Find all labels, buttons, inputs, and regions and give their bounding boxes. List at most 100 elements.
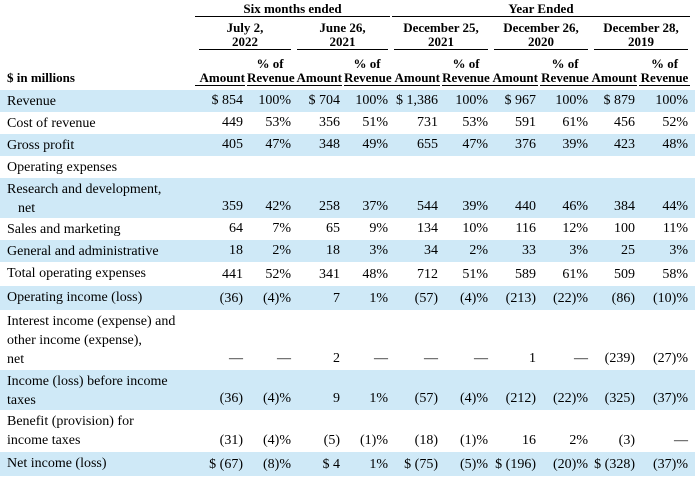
row-label: Sales and marketing [7,222,121,237]
column-header: % of [256,56,284,71]
cell-value: $ 967 [504,93,537,108]
cell-value: 65 [326,221,340,236]
column-header: % of [452,56,480,71]
period-header: December 25, [403,20,479,35]
cell-value: 456 [614,115,635,130]
row-label: net [18,201,36,216]
cell-value: 100% [455,93,488,108]
cell-value: (27)% [653,351,688,366]
row-label: Cost of revenue [7,116,96,131]
cell-value: 3% [569,243,588,258]
cell-value: (212) [505,391,536,406]
cell-value: (4)% [460,391,488,406]
row-label: Income (loss) before income [7,374,168,389]
cell-value: $ 704 [308,93,341,108]
cell-value: 100% [355,93,388,108]
cell-value: 341 [319,267,340,282]
cell-value: 1 [529,351,536,366]
column-header: Amount [195,71,245,86]
cell-value: 2% [469,243,488,258]
row-background [0,134,695,156]
cell-value: 7% [272,221,291,236]
cell-value: (4)% [263,391,291,406]
cell-value: 359 [222,199,243,214]
cell-value: 37% [362,199,388,214]
cell-value: (325) [604,391,635,406]
cell-value: 16 [522,433,536,448]
cell-value: (4)% [460,291,488,306]
row-label: Operating expenses [7,160,118,175]
cell-value: — [424,351,438,366]
period-header: December 28, [603,20,679,35]
cell-value: 51% [362,115,388,130]
row-background [0,90,695,112]
cell-value: 655 [417,137,438,152]
cell-value: (22)% [553,291,588,306]
cell-value: (5) [323,433,340,448]
cell-value: (20)% [553,457,588,472]
cell-value: — [374,351,388,366]
row-background [0,452,695,476]
cell-value: 47% [462,137,488,152]
row-label: General and administrative [7,244,159,259]
column-header: % of [353,56,381,71]
cell-value: $ (67) [209,457,243,472]
cell-value: 53% [265,115,291,130]
cell-value: (57) [414,291,438,306]
period-header: July 2, [226,20,264,35]
cell-value: 34 [424,243,438,258]
cell-value: (37)% [653,391,688,406]
cell-value: (1)% [360,433,388,448]
cell-value: 1% [369,391,388,406]
row-label: Operating income (loss) [7,290,143,305]
cell-value: (239) [604,351,635,366]
cell-value: 47% [265,137,291,152]
period-header: December 26, [503,20,579,35]
cell-value: — [674,433,688,448]
cell-value: $ (328) [594,457,635,472]
column-header: Amount [293,71,342,86]
cell-value: 33 [522,243,536,258]
cell-value: 2% [569,433,588,448]
cell-value: (36) [219,291,243,306]
cell-value: 731 [417,115,438,130]
cell-value: (213) [505,291,536,306]
cell-value: 3% [369,243,388,258]
row-label: Total operating expenses [7,266,146,281]
column-header: Revenue [247,70,295,86]
cell-value: 2% [272,243,291,258]
cell-value: 25 [621,243,635,258]
cell-value: $ (75) [404,457,438,472]
cell-value: 39% [562,137,588,152]
cell-value: 356 [319,115,340,130]
cell-value: 18 [326,243,340,258]
cell-value: (22)% [553,391,588,406]
cell-value: (4)% [263,291,291,306]
cell-value: (10)% [653,291,688,306]
period-header: June 26, [319,20,366,35]
row-label: net [7,352,25,367]
cell-value: (57) [414,391,438,406]
cell-value: 49% [362,137,388,152]
cell-value: 9 [333,391,340,406]
cell-value: (8)% [263,457,291,472]
cell-value: $ 1,386 [396,93,438,108]
column-header: Amount [390,71,440,86]
cell-value: 441 [222,267,243,282]
cell-value: (1)% [460,433,488,448]
cell-value: 44% [662,199,688,214]
cell-value: — [474,351,488,366]
cell-value: 712 [417,267,438,282]
cell-value: 3% [669,243,688,258]
cell-value: 52% [662,115,688,130]
cell-value: 7 [333,291,340,306]
column-header: Amount [590,70,637,86]
group-header: Six months ended [195,2,390,17]
cell-value: 449 [222,115,243,130]
cell-value: — [229,351,243,366]
column-header: Revenue [639,70,690,86]
cell-value: 2 [333,351,340,366]
row-label: Interest income (expense) and [7,314,176,329]
column-header: Revenue [540,70,590,86]
